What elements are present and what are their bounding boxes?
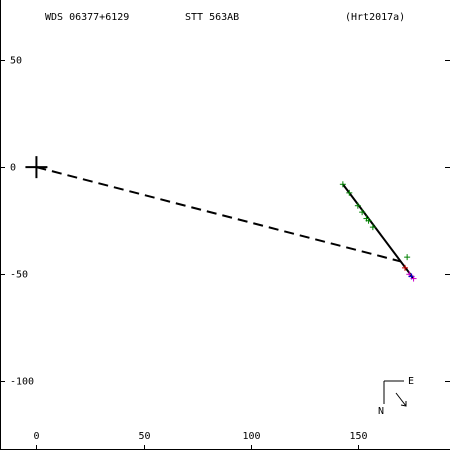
header-pair: STT 563AB: [185, 12, 239, 23]
observation-point: [365, 217, 372, 224]
compass-arrow-icon: [395, 392, 407, 407]
x-tick-label: 100: [242, 431, 260, 442]
header-wds: WDS 06377+6129: [45, 12, 129, 23]
y-tick-label: 0: [10, 163, 16, 174]
primary-star-marker: [25, 156, 48, 179]
observation-point: [339, 181, 346, 188]
observation-point: [410, 275, 417, 282]
header-ref: (Hrt2017a): [345, 12, 405, 23]
primary-to-companion-dashed-line: [36, 166, 401, 263]
y-tick-label: -100: [10, 377, 34, 388]
observation-point: [354, 202, 361, 209]
x-tick-label: 150: [349, 431, 367, 442]
observation-point: [404, 254, 411, 261]
observation-points: [339, 181, 417, 282]
x-tick-label: 50: [138, 431, 150, 442]
compass-north-label: N: [378, 406, 384, 417]
compass: N E: [378, 376, 414, 417]
y-axis-ticks: -100 -50 0 50: [0, 56, 450, 388]
x-tick-label: 0: [33, 431, 39, 442]
observation-point: [346, 189, 353, 196]
observation-point: [359, 209, 366, 216]
y-tick-label: 50: [10, 56, 22, 67]
orbit-line: [342, 183, 415, 280]
compass-arrowhead-icon: [400, 401, 407, 407]
y-tick-label: -50: [10, 270, 28, 281]
observation-point: [369, 224, 376, 231]
compass-east-label: E: [408, 376, 414, 387]
x-axis-ticks: 0 50 100 150: [33, 431, 368, 450]
observation-point: [402, 264, 408, 271]
header: WDS 06377+6129 STT 563AB (Hrt2017a): [45, 12, 405, 23]
